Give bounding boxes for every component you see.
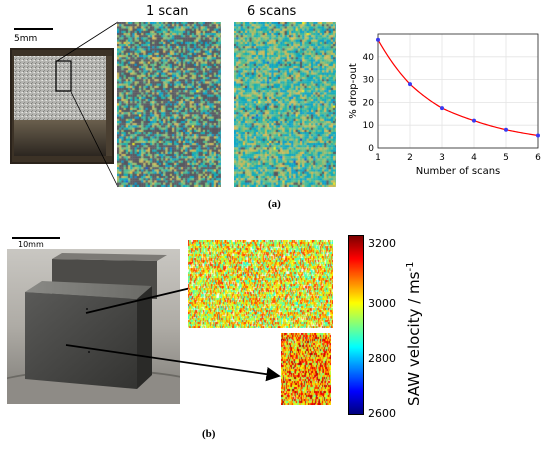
heading-6-scans: 6 scans bbox=[247, 4, 297, 19]
saw-map-upper bbox=[188, 240, 333, 328]
y-tick-label: 40 bbox=[363, 53, 375, 63]
y-tick-label: 0 bbox=[368, 144, 374, 154]
scale-label-a: 5mm bbox=[14, 34, 38, 44]
colorbar-tick-2800: 2800 bbox=[368, 352, 396, 365]
x-tick-label: 6 bbox=[535, 153, 541, 163]
colorbar-label: SAW velocity / ms-1 bbox=[405, 262, 423, 406]
dropout-chart: 1 2 3 4 5 6 0 10 20 30 40 Number of scans % drop-o… bbox=[348, 33, 542, 177]
y-tick-label: 20 bbox=[363, 98, 375, 108]
x-tick-label: 4 bbox=[471, 153, 477, 163]
x-axis-label: Number of scans bbox=[416, 166, 501, 177]
x-tick-label: 3 bbox=[439, 153, 445, 163]
colorbar-label-text: SAW velocity / ms bbox=[405, 271, 423, 406]
series-point bbox=[440, 106, 444, 111]
scan-map-6 bbox=[234, 22, 336, 187]
series-points bbox=[376, 37, 540, 138]
colorbar-tick-2600: 2600 bbox=[368, 407, 396, 420]
series-point bbox=[504, 127, 508, 132]
sample-bar-photo bbox=[7, 249, 180, 404]
scale-label-b: 10mm bbox=[18, 240, 44, 249]
chart-ticks: 1 2 3 4 5 6 0 10 20 30 40 bbox=[363, 53, 542, 163]
y-tick-label: 10 bbox=[363, 121, 375, 131]
colorbar-ticks: 3200 3000 2800 2600 bbox=[364, 235, 404, 420]
colorbar bbox=[348, 235, 364, 415]
series-point bbox=[536, 133, 540, 138]
arrow-lower bbox=[65, 344, 281, 382]
panel-label-a: (a) bbox=[268, 198, 281, 210]
x-tick-label: 2 bbox=[407, 153, 413, 163]
zoom-lines bbox=[56, 21, 119, 188]
colorbar-tick-3000: 3000 bbox=[368, 297, 396, 310]
y-tick-label: 30 bbox=[363, 76, 375, 86]
scale-bar-a bbox=[14, 28, 53, 30]
scan-map-1 bbox=[117, 22, 221, 187]
series-point bbox=[408, 82, 412, 87]
x-tick-label: 1 bbox=[375, 153, 381, 163]
y-axis-label: % drop-out bbox=[348, 63, 359, 119]
series-line bbox=[377, 39, 539, 137]
scale-bar-b bbox=[12, 237, 60, 239]
panel-label-b: (b) bbox=[202, 428, 216, 440]
heading-1-scan: 1 scan bbox=[146, 4, 189, 19]
series-point bbox=[472, 118, 476, 123]
colorbar-label-exponent: -1 bbox=[405, 261, 416, 272]
x-tick-label: 5 bbox=[503, 153, 509, 163]
chart-frame bbox=[377, 33, 539, 149]
series-point bbox=[376, 37, 380, 42]
colorbar-tick-3200: 3200 bbox=[368, 237, 396, 250]
sample-cube-photo bbox=[10, 48, 114, 164]
saw-map-lower bbox=[281, 333, 331, 405]
